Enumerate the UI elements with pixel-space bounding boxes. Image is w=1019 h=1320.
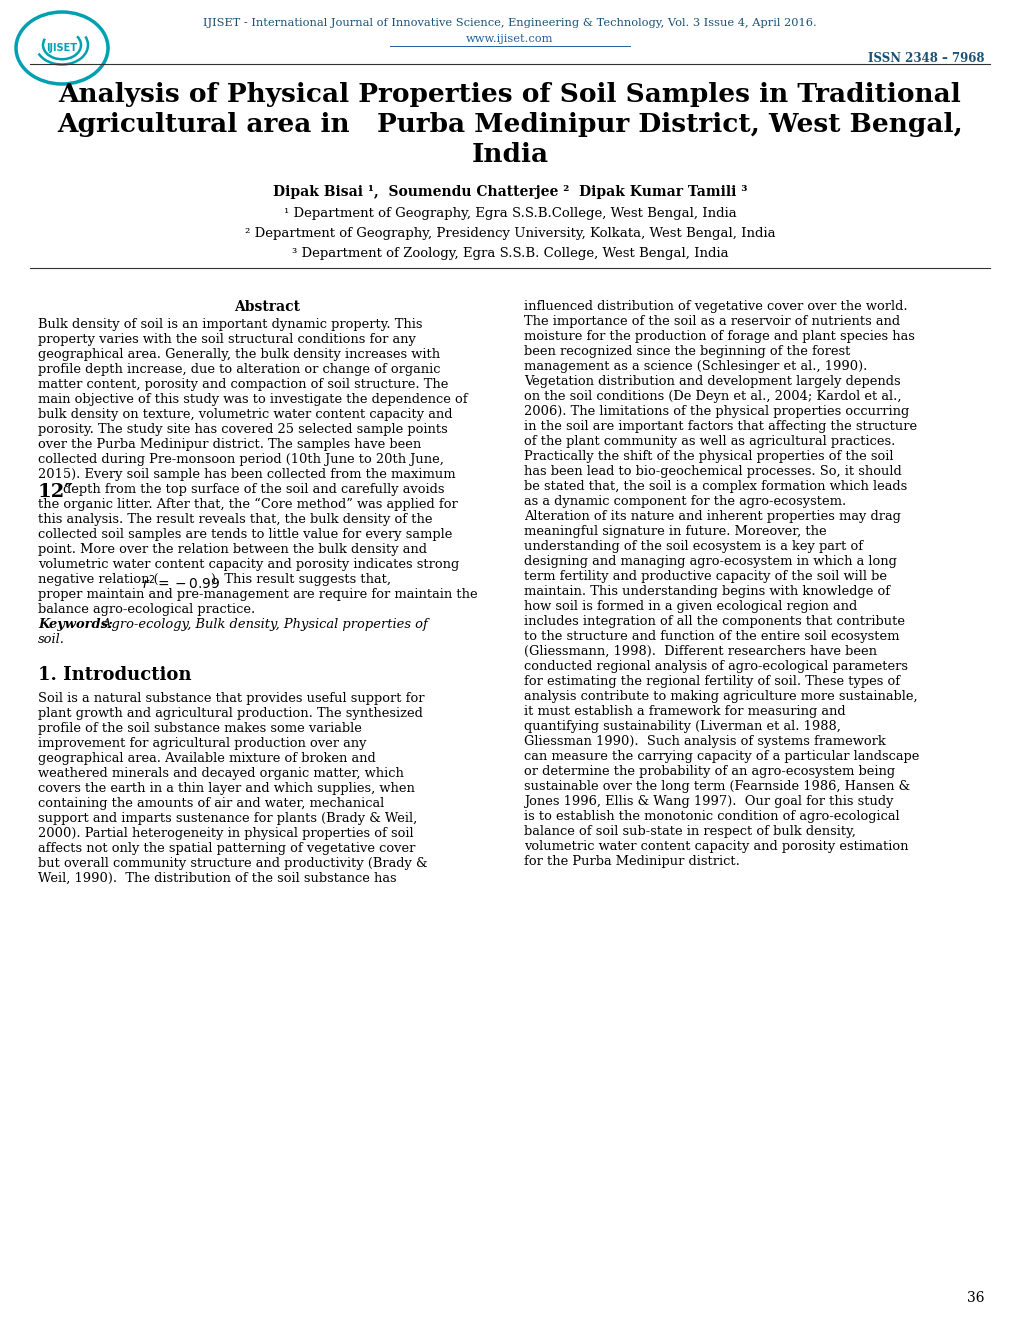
Text: soil.: soil. [38,634,65,645]
Text: 2006). The limitations of the physical properties occurring: 2006). The limitations of the physical p… [524,405,908,418]
Text: Alteration of its nature and inherent properties may drag: Alteration of its nature and inherent pr… [524,510,900,523]
Text: profile depth increase, due to alteration or change of organic: profile depth increase, due to alteratio… [38,363,440,376]
Text: 2015). Every soil sample has been collected from the maximum: 2015). Every soil sample has been collec… [38,469,455,480]
Text: bulk density on texture, volumetric water content capacity and: bulk density on texture, volumetric wate… [38,408,452,421]
Text: has been lead to bio-geochemical processes. So, it should: has been lead to bio-geochemical process… [524,465,901,478]
Text: understanding of the soil ecosystem is a key part of: understanding of the soil ecosystem is a… [524,540,862,553]
Text: volumetric water content capacity and porosity estimation: volumetric water content capacity and po… [524,840,908,853]
Text: India: India [471,143,548,168]
Text: 36: 36 [967,1291,984,1305]
Text: affects not only the spatial patterning of vegetative cover: affects not only the spatial patterning … [38,842,415,855]
Text: point. More over the relation between the bulk density and: point. More over the relation between th… [38,543,427,556]
Text: $r^2 = -0.99$: $r^2 = -0.99$ [142,573,220,591]
Text: moisture for the production of forage and plant species has: moisture for the production of forage an… [524,330,914,343]
Text: ³ Department of Zoology, Egra S.S.B. College, West Bengal, India: ³ Department of Zoology, Egra S.S.B. Col… [291,247,728,260]
Text: designing and managing agro-ecosystem in which a long: designing and managing agro-ecosystem in… [524,554,896,568]
Text: balance of soil sub-state in respect of bulk density,: balance of soil sub-state in respect of … [524,825,855,838]
Text: Vegetation distribution and development largely depends: Vegetation distribution and development … [524,375,900,388]
Text: as a dynamic component for the agro-ecosystem.: as a dynamic component for the agro-ecos… [524,495,846,508]
Text: porosity. The study site has covered 25 selected sample points: porosity. The study site has covered 25 … [38,422,447,436]
Text: analysis contribute to making agriculture more sustainable,: analysis contribute to making agricultur… [524,690,917,704]
Text: includes integration of all the components that contribute: includes integration of all the componen… [524,615,904,628]
Text: support and imparts sustenance for plants (Brady & Weil,: support and imparts sustenance for plant… [38,812,417,825]
Text: containing the amounts of air and water, mechanical: containing the amounts of air and water,… [38,797,384,810]
Text: covers the earth in a thin layer and which supplies, when: covers the earth in a thin layer and whi… [38,781,415,795]
Text: Agricultural area in   Purba Medinipur District, West Bengal,: Agricultural area in Purba Medinipur Dis… [57,112,962,137]
Text: ISSN 2348 – 7968: ISSN 2348 – 7968 [867,51,984,65]
Text: Practically the shift of the physical properties of the soil: Practically the shift of the physical pr… [524,450,893,463]
Text: meaningful signature in future. Moreover, the: meaningful signature in future. Moreover… [524,525,825,539]
Text: 2000). Partial heterogeneity in physical properties of soil: 2000). Partial heterogeneity in physical… [38,828,414,840]
Text: Bulk density of soil is an important dynamic property. This: Bulk density of soil is an important dyn… [38,318,422,331]
Text: ¹ Department of Geography, Egra S.S.B.College, West Bengal, India: ¹ Department of Geography, Egra S.S.B.Co… [283,207,736,220]
Text: main objective of this study was to investigate the dependence of: main objective of this study was to inve… [38,393,467,407]
Text: been recognized since the beginning of the forest: been recognized since the beginning of t… [524,345,850,358]
Text: weathered minerals and decayed organic matter, which: weathered minerals and decayed organic m… [38,767,404,780]
Text: improvement for agricultural production over any: improvement for agricultural production … [38,737,366,750]
Text: of the plant community as well as agricultural practices.: of the plant community as well as agricu… [524,436,895,447]
Text: www.ijiset.com: www.ijiset.com [466,34,553,44]
Text: for the Purba Medinipur district.: for the Purba Medinipur district. [524,855,739,869]
Text: Keywords:: Keywords: [38,618,113,631]
Text: geographical area. Generally, the bulk density increases with: geographical area. Generally, the bulk d… [38,348,439,360]
Text: Agro-ecology, Bulk density, Physical properties of: Agro-ecology, Bulk density, Physical pro… [98,618,427,631]
Text: can measure the carrying capacity of a particular landscape: can measure the carrying capacity of a p… [524,750,918,763]
Text: management as a science (Schlesinger et al., 1990).: management as a science (Schlesinger et … [524,360,866,374]
Text: collected soil samples are tends to little value for every sample: collected soil samples are tends to litt… [38,528,452,541]
Text: influenced distribution of vegetative cover over the world.: influenced distribution of vegetative co… [524,300,907,313]
Text: Gliessman 1990).  Such analysis of systems framework: Gliessman 1990). Such analysis of system… [524,735,884,748]
Text: for estimating the regional fertility of soil. These types of: for estimating the regional fertility of… [524,675,899,688]
Text: be stated that, the soil is a complex formation which leads: be stated that, the soil is a complex fo… [524,480,906,492]
Text: profile of the soil substance makes some variable: profile of the soil substance makes some… [38,722,362,735]
Text: matter content, porosity and compaction of soil structure. The: matter content, porosity and compaction … [38,378,448,391]
Text: over the Purba Medinipur district. The samples have been: over the Purba Medinipur district. The s… [38,438,421,451]
Text: Abstract: Abstract [233,300,300,314]
Text: in the soil are important factors that affecting the structure: in the soil are important factors that a… [524,420,916,433]
Text: or determine the probability of an agro-ecosystem being: or determine the probability of an agro-… [524,766,895,777]
Text: conducted regional analysis of agro-ecological parameters: conducted regional analysis of agro-ecol… [524,660,907,673]
Text: 12″: 12″ [38,483,74,502]
Text: Soil is a natural substance that provides useful support for: Soil is a natural substance that provide… [38,692,424,705]
Text: on the soil conditions (De Deyn et al., 2004; Kardol et al.,: on the soil conditions (De Deyn et al., … [524,389,901,403]
Text: the organic litter. After that, the “Core method” was applied for: the organic litter. After that, the “Cor… [38,498,458,511]
Text: The importance of the soil as a reservoir of nutrients and: The importance of the soil as a reservoi… [524,315,899,327]
Text: Jones 1996, Ellis & Wang 1997).  Our goal for this study: Jones 1996, Ellis & Wang 1997). Our goal… [524,795,893,808]
Text: is to establish the monotonic condition of agro-ecological: is to establish the monotonic condition … [524,810,899,822]
Text: sustainable over the long term (Fearnside 1986, Hansen &: sustainable over the long term (Fearnsid… [524,780,909,793]
Text: Dipak Bisai ¹,  Soumendu Chatterjee ²  Dipak Kumar Tamili ³: Dipak Bisai ¹, Soumendu Chatterjee ² Dip… [272,185,747,199]
Text: maintain. This understanding begins with knowledge of: maintain. This understanding begins with… [524,585,890,598]
Text: depth from the top surface of the soil and carefully avoids: depth from the top surface of the soil a… [63,483,444,496]
Text: it must establish a framework for measuring and: it must establish a framework for measur… [524,705,845,718]
Text: 1. Introduction: 1. Introduction [38,667,192,684]
Text: to the structure and function of the entire soil ecosystem: to the structure and function of the ent… [524,630,899,643]
Text: this analysis. The result reveals that, the bulk density of the: this analysis. The result reveals that, … [38,513,432,525]
Text: negative relation (: negative relation ( [38,573,159,586]
Text: plant growth and agricultural production. The synthesized: plant growth and agricultural production… [38,708,423,719]
Text: IJISET - International Journal of Innovative Science, Engineering & Technology, : IJISET - International Journal of Innova… [203,18,816,28]
Text: volumetric water content capacity and porosity indicates strong: volumetric water content capacity and po… [38,558,459,572]
Text: (Gliessmann, 1998).  Different researchers have been: (Gliessmann, 1998). Different researcher… [524,645,876,657]
Text: term fertility and productive capacity of the soil will be: term fertility and productive capacity o… [524,570,887,583]
Text: but overall community structure and productivity (Brady &: but overall community structure and prod… [38,857,427,870]
Text: property varies with the soil structural conditions for any: property varies with the soil structural… [38,333,416,346]
Text: balance agro-ecological practice.: balance agro-ecological practice. [38,603,255,616]
Text: Weil, 1990).  The distribution of the soil substance has: Weil, 1990). The distribution of the soi… [38,873,396,884]
Text: collected during Pre-monsoon period (10th June to 20th June,: collected during Pre-monsoon period (10t… [38,453,443,466]
Text: ² Department of Geography, Presidency University, Kolkata, West Bengal, India: ² Department of Geography, Presidency Un… [245,227,774,240]
Text: proper maintain and pre-management are require for maintain the: proper maintain and pre-management are r… [38,587,477,601]
Text: IJISET: IJISET [47,44,77,53]
Text: how soil is formed in a given ecological region and: how soil is formed in a given ecological… [524,601,856,612]
Text: quantifying sustainability (Liverman et al. 1988,: quantifying sustainability (Liverman et … [524,719,840,733]
Text: geographical area. Available mixture of broken and: geographical area. Available mixture of … [38,752,375,766]
Text: ). This result suggests that,: ). This result suggests that, [211,573,390,586]
Text: Analysis of Physical Properties of Soil Samples in Traditional: Analysis of Physical Properties of Soil … [58,82,961,107]
